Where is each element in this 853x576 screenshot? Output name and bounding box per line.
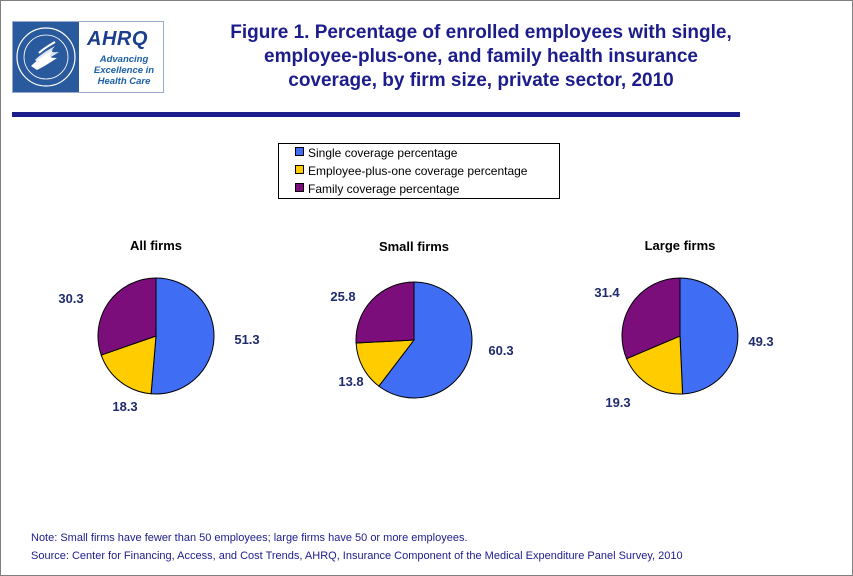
legend-swatch-family (295, 183, 304, 192)
legend-label: Single coverage percentage (308, 146, 458, 160)
title-line: coverage, by firm size, private sector, … (288, 70, 674, 91)
slice-value-label: 18.3 (112, 399, 137, 414)
title-line: Figure 1. Percentage of enrolled employe… (230, 22, 732, 43)
figure-notes: Note: Small firms have fewer than 50 emp… (31, 529, 683, 565)
pie-chart-2: Large firms 49.3 19.3 31.4 (594, 238, 773, 410)
slice-value-label: 19.3 (605, 395, 630, 410)
source-text: Source: Center for Financing, Access, an… (31, 550, 683, 562)
pie-title: Large firms (645, 238, 716, 253)
legend-swatch-single (295, 147, 304, 156)
figure-title: Figure 1. Percentage of enrolled employe… (176, 21, 786, 93)
legend-label: Employee-plus-one coverage percentage (308, 164, 528, 178)
pie-title: All firms (130, 238, 182, 253)
legend-item-family: Family coverage percentage (295, 181, 459, 198)
pie-title: Small firms (379, 239, 449, 254)
ahrq-wordmark: AHRQ Advancing Excellence in Health Care (81, 22, 163, 92)
title-divider (12, 112, 740, 117)
pie-slice-employee-plus-one (625, 335, 684, 395)
chart-legend: Single coverage percentage Employee-plus… (278, 143, 560, 199)
pie-slice-single (378, 281, 473, 399)
slice-value-label: 25.8 (330, 289, 355, 304)
legend-label: Family coverage percentage (308, 182, 460, 196)
hhs-seal-icon (13, 22, 79, 92)
slice-value-label: 51.3 (234, 332, 259, 347)
pie-slice-single (150, 277, 215, 395)
title-line: employee-plus-one, and family health ins… (264, 46, 698, 67)
legend-swatch-employee-plus-one (295, 165, 304, 174)
ahrq-logo: AHRQ Advancing Excellence in Health Care (12, 21, 164, 93)
slice-value-label: 30.3 (58, 291, 83, 306)
pie-slice-family (355, 281, 415, 344)
tagline-line: Excellence in (93, 65, 155, 76)
slice-value-label: 60.3 (488, 343, 513, 358)
pie-chart-0: All firms 51.3 18.3 30.3 (58, 238, 259, 414)
pie-slice-family (621, 277, 681, 360)
slice-value-label: 49.3 (748, 334, 773, 349)
tagline-line: Advancing (99, 54, 149, 65)
pie-slice-single (679, 277, 739, 395)
pie-slice-family (97, 277, 157, 356)
ahrq-name: AHRQ (87, 28, 148, 50)
slice-value-label: 13.8 (338, 374, 363, 389)
pie-chart-1: Small firms 60.3 13.8 25.8 (330, 239, 514, 399)
tagline-line: Health Care (97, 76, 151, 87)
slice-value-label: 31.4 (594, 285, 620, 300)
note-text: Note: Small firms have fewer than 50 emp… (31, 532, 468, 544)
legend-item-employee-plus-one: Employee-plus-one coverage percentage (295, 163, 527, 180)
ahrq-tagline: Advancing Excellence in Health Care (85, 54, 163, 87)
legend-item-single: Single coverage percentage (295, 145, 457, 162)
pie-charts: All firms 51.3 18.3 30.3 Small firms 60.3 13.8… (58, 238, 773, 414)
